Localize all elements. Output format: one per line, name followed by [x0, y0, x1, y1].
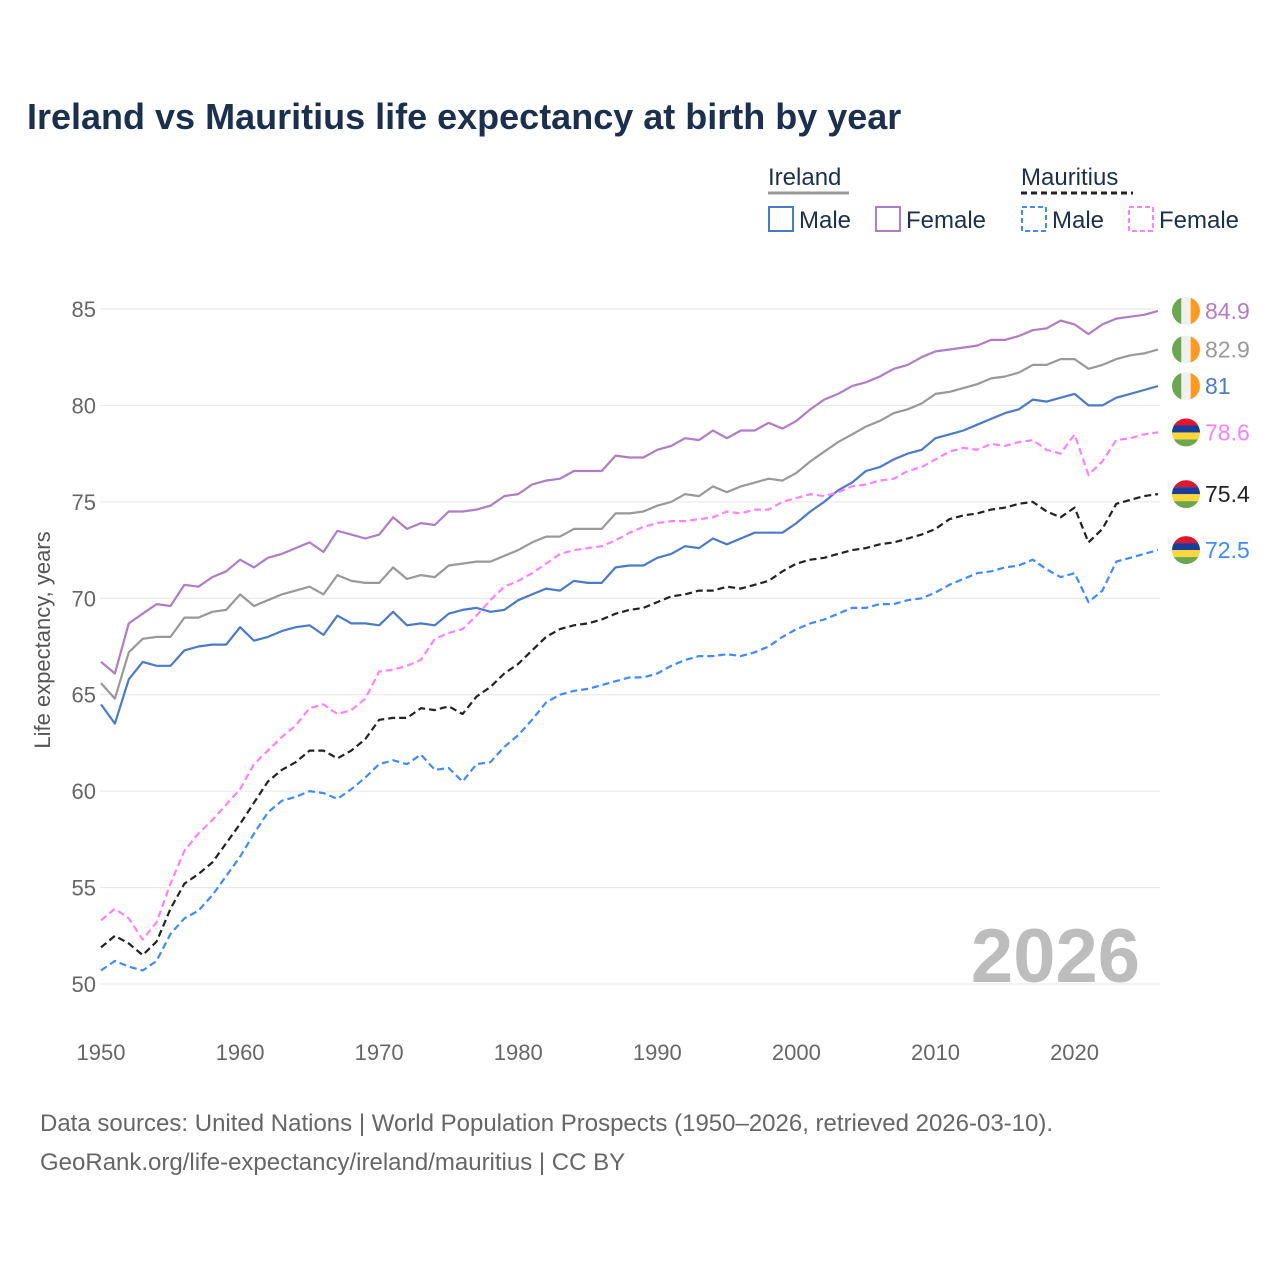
chart-title: Ireland vs Mauritius life expectancy at …: [27, 96, 901, 137]
flag-stripe: [1172, 418, 1200, 426]
flag-stripes: [1172, 335, 1200, 364]
flag-icon-ireland: [1172, 296, 1200, 325]
flag-stripes: [1172, 480, 1200, 509]
flag-stripes: [1172, 372, 1200, 401]
y-tick-label: 75: [72, 490, 96, 515]
y-tick-label: 60: [72, 779, 96, 804]
series-line-mauritius-total: [100, 493, 1159, 957]
y-axis-ticks: 50 55 60 65 70 75 80 85: [72, 297, 96, 997]
x-tick-label: 1980: [494, 1040, 543, 1065]
flag-icon-mauritius: [1172, 480, 1200, 509]
flag-stripe: [1172, 372, 1182, 401]
flag-stripe: [1172, 425, 1200, 433]
x-tick-label: 1960: [216, 1040, 265, 1065]
flag-stripe: [1190, 335, 1200, 364]
end-value-label: 72.5: [1205, 537, 1250, 563]
legend-ireland-female-swatch: [875, 206, 901, 232]
flag-stripes: [1172, 418, 1200, 447]
x-tick-label: 1950: [77, 1040, 126, 1065]
y-tick-label: 50: [72, 972, 96, 997]
legend-mauritius-female-swatch: [1128, 206, 1154, 232]
flag-stripe: [1172, 536, 1200, 544]
x-tick-label: 1990: [633, 1040, 682, 1065]
flag-icon-ireland: [1172, 372, 1200, 401]
flag-stripe: [1172, 557, 1200, 565]
flag-stripe: [1172, 432, 1200, 440]
flag-stripe: [1190, 372, 1200, 401]
y-axis-label: Life expectancy, years: [30, 531, 55, 748]
end-value-label: 84.9: [1205, 298, 1250, 324]
x-tick-label: 1970: [355, 1040, 404, 1065]
series-line-mauritius-male: [100, 549, 1159, 972]
flag-stripe: [1172, 439, 1200, 447]
flag-stripe: [1172, 335, 1182, 364]
flag-stripes: [1172, 536, 1200, 565]
footer-sources: Data sources: United Nations | World Pop…: [40, 1110, 1053, 1137]
end-value-label: 82.9: [1205, 337, 1250, 363]
legend-ireland-male-swatch: [768, 206, 794, 232]
footer-link[interactable]: GeoRank.org/life-expectancy/ireland/maur…: [40, 1149, 625, 1176]
flag-stripe: [1172, 550, 1200, 558]
flag-stripes: [1172, 296, 1200, 325]
y-tick-label: 70: [72, 586, 96, 611]
end-labels: 84.9 82.9 81 78.6 75.4 72.5: [1172, 296, 1250, 565]
x-tick-label: 2020: [1050, 1040, 1099, 1065]
series-line-ireland-female: [100, 309, 1159, 675]
end-value-label: 75.4: [1205, 481, 1250, 507]
flag-icon-mauritius: [1172, 418, 1200, 447]
legend-mauritius-male-label: Male: [1052, 207, 1104, 234]
end-value-label: 81: [1205, 373, 1231, 399]
flag-stripe: [1181, 335, 1191, 364]
flag-stripe: [1172, 494, 1200, 502]
series-line-ireland-total: [100, 348, 1159, 700]
x-tick-label: 2010: [911, 1040, 960, 1065]
y-tick-label: 80: [72, 393, 96, 418]
flag-stripe: [1172, 296, 1182, 325]
flag-icon-ireland: [1172, 335, 1200, 364]
legend-mauritius-female-label: Female: [1159, 207, 1239, 234]
x-tick-label: 2000: [772, 1040, 821, 1065]
legend-ireland-female-label: Female: [906, 207, 986, 234]
gridlines: [100, 308, 1160, 985]
y-tick-label: 55: [72, 876, 96, 901]
series-lines: [100, 309, 1159, 972]
flag-stripe: [1190, 296, 1200, 325]
series-line-ireland-male: [100, 385, 1159, 725]
legend-mauritius-male-swatch: [1021, 206, 1047, 232]
flag-stripe: [1172, 501, 1200, 509]
y-tick-label: 85: [72, 297, 96, 322]
flag-icon-mauritius: [1172, 536, 1200, 565]
legend-ireland-male-label: Male: [799, 207, 851, 234]
flag-stripe: [1172, 480, 1200, 488]
flag-stripe: [1172, 543, 1200, 551]
legend-group-mauritius: Mauritius: [1021, 164, 1118, 191]
legend-group-ireland: Ireland: [768, 164, 841, 191]
flag-stripe: [1181, 296, 1191, 325]
y-tick-label: 65: [72, 683, 96, 708]
x-axis-ticks: 1950 1960 1970 1980 1990 2000 2010 2020: [77, 1040, 1100, 1065]
end-value-label: 78.6: [1205, 419, 1250, 445]
flag-stripe: [1172, 487, 1200, 495]
year-watermark: 2026: [971, 914, 1140, 999]
series-line-mauritius-female: [100, 431, 1159, 941]
legend: Ireland Male Female Mauritius Male Femal…: [768, 164, 1239, 234]
flag-stripe: [1181, 372, 1191, 401]
